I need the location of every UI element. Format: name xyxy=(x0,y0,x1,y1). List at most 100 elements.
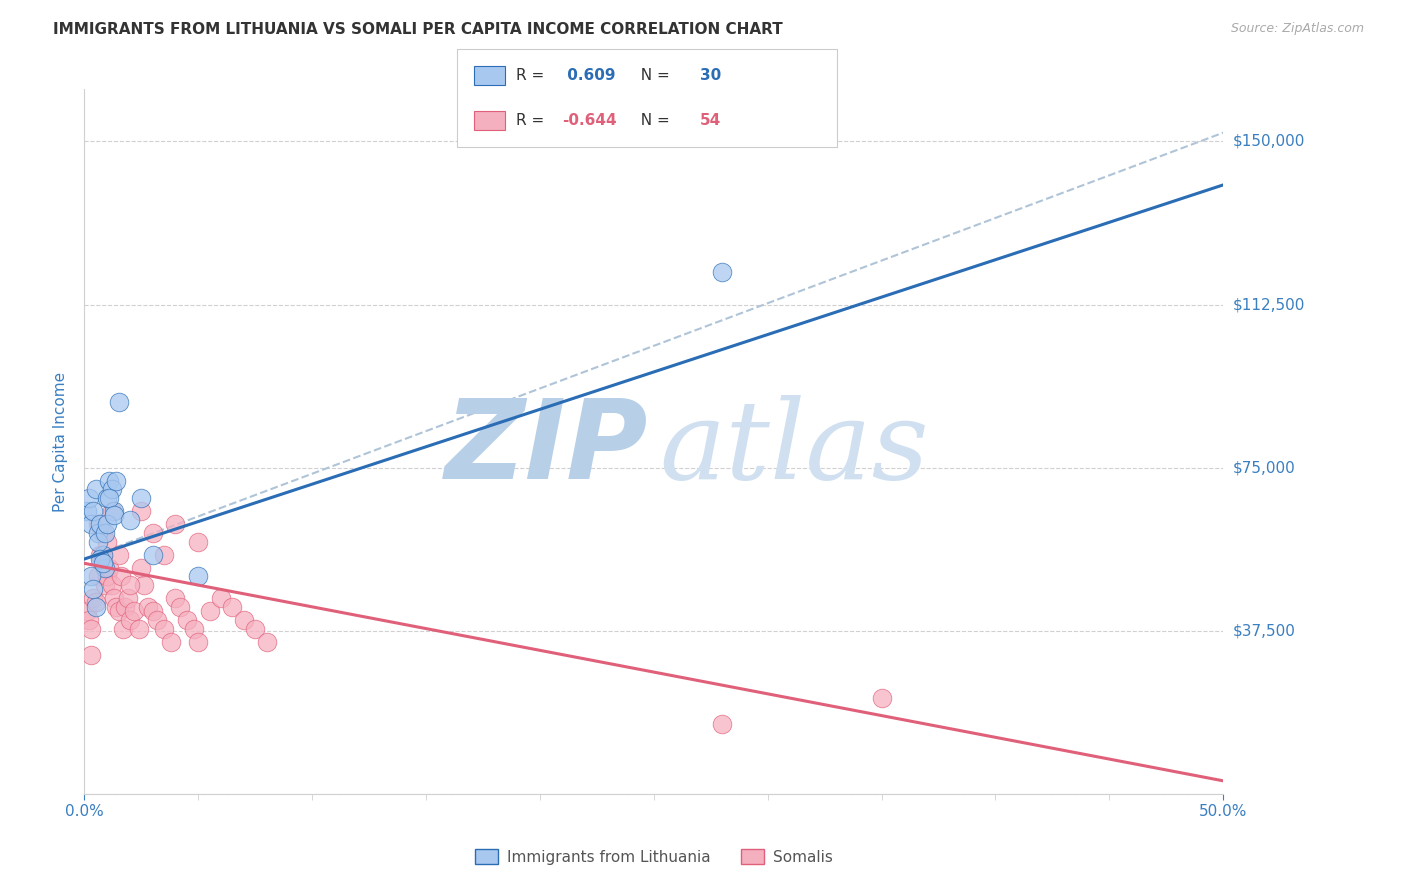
Point xyxy=(98,491,121,505)
Point xyxy=(187,634,209,648)
Point xyxy=(132,578,155,592)
Text: $112,500: $112,500 xyxy=(1233,297,1305,312)
Point xyxy=(103,504,125,518)
Point xyxy=(142,604,165,618)
Text: $150,000: $150,000 xyxy=(1233,134,1305,149)
Point xyxy=(80,569,103,583)
Point xyxy=(80,622,103,636)
Point xyxy=(91,525,114,540)
Point xyxy=(118,578,141,592)
Text: $75,000: $75,000 xyxy=(1233,460,1296,475)
Point xyxy=(91,548,114,562)
Point xyxy=(112,622,135,636)
Point xyxy=(153,622,176,636)
Point xyxy=(105,599,128,614)
Point xyxy=(256,634,278,648)
Text: N =: N = xyxy=(631,113,675,128)
Point xyxy=(153,548,176,562)
Point xyxy=(91,557,114,571)
Point xyxy=(183,622,205,636)
Text: ZIP: ZIP xyxy=(444,395,648,502)
Point xyxy=(110,569,132,583)
Point xyxy=(100,504,122,518)
Point xyxy=(105,474,128,488)
Point xyxy=(107,395,129,409)
Point xyxy=(91,548,114,562)
Point xyxy=(245,622,267,636)
Point xyxy=(128,622,150,636)
Point xyxy=(131,504,153,518)
Text: -0.644: -0.644 xyxy=(562,113,617,128)
Point xyxy=(80,648,103,662)
Point xyxy=(98,560,121,574)
Point xyxy=(89,552,111,566)
Point xyxy=(131,491,153,505)
Point xyxy=(96,534,118,549)
Text: atlas: atlas xyxy=(659,395,929,502)
Point xyxy=(711,265,734,279)
Text: R =: R = xyxy=(516,68,550,83)
Point xyxy=(118,613,141,627)
Point xyxy=(96,517,118,532)
Point xyxy=(84,483,107,497)
Point xyxy=(232,613,254,627)
Point xyxy=(103,508,125,523)
Text: IMMIGRANTS FROM LITHUANIA VS SOMALI PER CAPITA INCOME CORRELATION CHART: IMMIGRANTS FROM LITHUANIA VS SOMALI PER … xyxy=(53,22,783,37)
Point xyxy=(100,578,122,592)
Point xyxy=(87,534,110,549)
Point xyxy=(77,491,100,505)
Point xyxy=(124,604,146,618)
Point xyxy=(187,569,209,583)
Point xyxy=(84,599,107,614)
Point xyxy=(209,591,232,606)
Text: R =: R = xyxy=(516,113,550,128)
Point xyxy=(165,591,187,606)
Point xyxy=(146,613,169,627)
Point xyxy=(711,717,734,731)
Point xyxy=(169,599,191,614)
Point xyxy=(96,491,118,505)
Point xyxy=(82,504,104,518)
Point xyxy=(77,613,100,627)
Point xyxy=(870,691,893,706)
Point xyxy=(82,582,104,597)
Y-axis label: Per Capita Income: Per Capita Income xyxy=(53,371,69,512)
Point xyxy=(198,604,221,618)
Point xyxy=(187,534,209,549)
Point xyxy=(76,604,98,618)
Text: 54: 54 xyxy=(700,113,721,128)
Point xyxy=(87,569,110,583)
Text: N =: N = xyxy=(631,68,675,83)
Point xyxy=(100,483,122,497)
Point xyxy=(96,569,118,583)
Point xyxy=(80,517,103,532)
Point xyxy=(89,517,111,532)
Text: 0.609: 0.609 xyxy=(562,68,616,83)
Text: $37,500: $37,500 xyxy=(1233,624,1296,639)
Point xyxy=(117,591,139,606)
Point xyxy=(176,613,198,627)
Text: Source: ZipAtlas.com: Source: ZipAtlas.com xyxy=(1230,22,1364,36)
Point xyxy=(87,525,110,540)
Point xyxy=(165,517,187,532)
Point xyxy=(118,513,141,527)
Point xyxy=(94,578,117,592)
Point xyxy=(76,504,98,518)
Point xyxy=(221,599,243,614)
Text: 30: 30 xyxy=(700,68,721,83)
Point xyxy=(131,560,153,574)
Point xyxy=(107,548,129,562)
Point xyxy=(98,474,121,488)
Point xyxy=(107,604,129,618)
Point xyxy=(142,525,165,540)
Point xyxy=(114,599,136,614)
Point xyxy=(89,548,111,562)
Point xyxy=(160,634,183,648)
Point xyxy=(142,548,165,562)
Point xyxy=(82,591,104,606)
Point xyxy=(87,517,110,532)
Point xyxy=(84,595,107,609)
Legend: Immigrants from Lithuania, Somalis: Immigrants from Lithuania, Somalis xyxy=(468,843,839,871)
Point xyxy=(103,591,125,606)
Point xyxy=(136,599,159,614)
